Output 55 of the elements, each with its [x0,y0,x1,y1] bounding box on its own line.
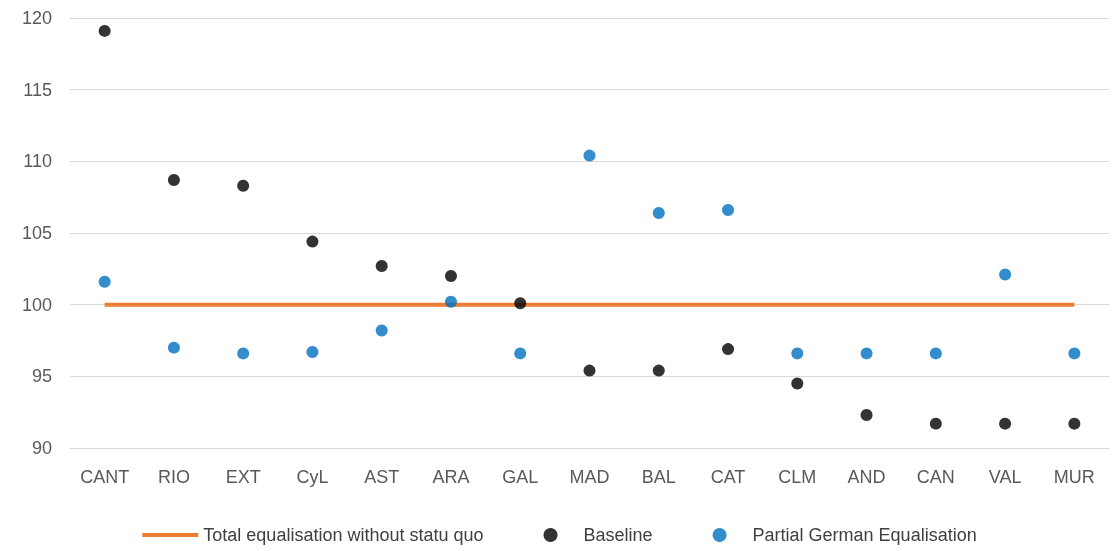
x-tick-label: CANT [80,467,130,487]
x-tick-label: CyL [296,467,329,487]
point [583,364,596,377]
point [167,341,180,354]
x-tick-label: MUR [1053,467,1095,487]
point [791,377,804,390]
point [791,347,804,360]
point [375,324,388,337]
point [652,206,665,219]
point [722,343,735,356]
x-tick-label: RIO [157,467,190,487]
point [306,345,319,358]
x-tick-label: CAT [710,467,746,487]
y-tick-label: 115 [23,79,52,100]
x-tick-label: ARA [432,467,470,487]
y-tick-label: 100 [21,294,52,315]
point [514,297,527,310]
point [514,347,527,360]
y-tick-label: 90 [31,438,52,458]
legend-label: Partial German Equalisation [752,525,977,545]
x-tick-label: AST [364,467,400,487]
point [929,417,942,430]
point [860,409,873,422]
point [306,235,319,248]
y-tick-label: 120 [21,8,52,28]
point [98,275,111,288]
point [444,270,457,282]
point [999,417,1012,430]
point [375,259,388,272]
x-tick-label: AND [847,467,886,487]
x-tick-label: EXT [225,467,261,487]
y-tick-label: 110 [23,151,52,172]
y-tick-label: 105 [21,223,52,243]
x-tick-label: GAL [502,467,539,487]
x-tick-label: VAL [988,467,1022,487]
point [722,204,735,217]
point [583,149,596,162]
legend-label: Total equalisation without statu quo [203,525,484,545]
y-tick-label: 95 [31,366,52,387]
x-tick-label: CAN [916,467,955,487]
point [929,347,942,360]
point [1068,417,1081,430]
point [860,347,873,360]
point [98,24,111,37]
x-tick-label: MAD [569,467,610,487]
point [652,364,665,377]
point [167,173,180,186]
legend-label: Baseline [583,525,653,545]
point [1068,347,1081,360]
x-tick-label: BAL [641,467,676,487]
x-tick-label: CLM [778,467,817,487]
point [444,295,457,308]
point [237,347,250,360]
point [237,179,250,192]
point [999,268,1012,281]
